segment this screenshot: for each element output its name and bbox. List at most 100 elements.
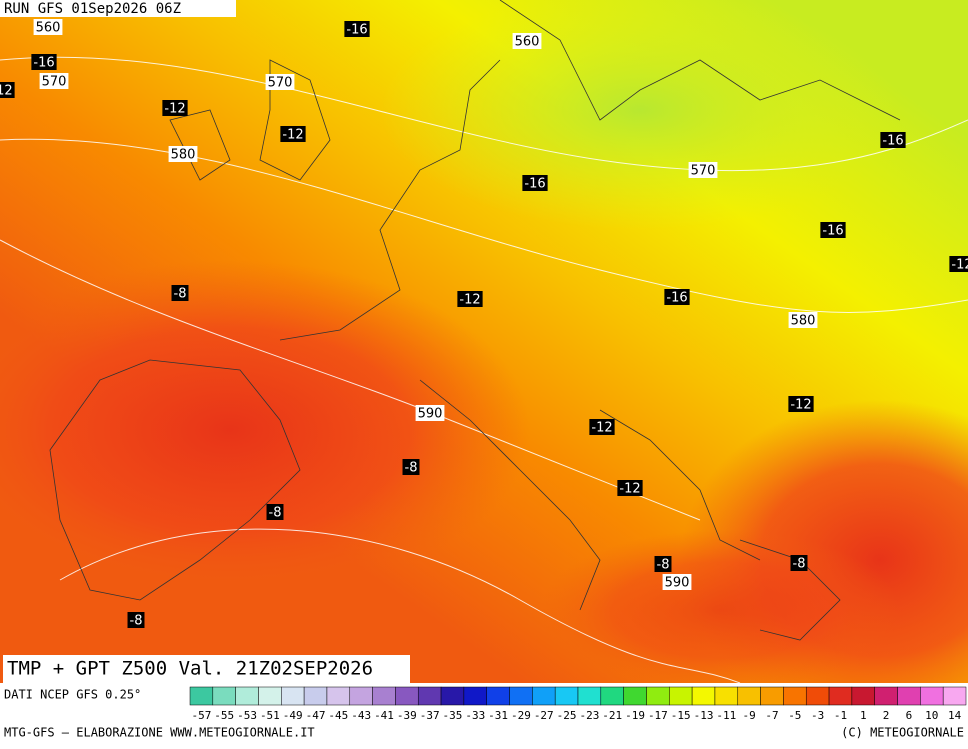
contour-label: -12 [459, 293, 480, 308]
colorbar-label: 6 [906, 709, 913, 722]
contour-label: 580 [791, 314, 816, 329]
contour-label: -8 [174, 287, 187, 302]
contour-label: -12 [591, 421, 612, 436]
contour-label-box [162, 100, 188, 116]
colorbar-swatch [509, 686, 533, 706]
colorbar-label: -11 [716, 709, 736, 722]
contour-label-box [664, 289, 690, 305]
contour-label-box [949, 256, 968, 272]
colorbar-swatch [189, 686, 214, 706]
contour-label: -16 [346, 23, 367, 38]
contour-label-box [39, 73, 69, 89]
colorbar-swatch [372, 686, 396, 706]
contour-label-box [31, 54, 57, 70]
colorbar-label: -53 [237, 709, 257, 722]
contour-label: -8 [793, 557, 806, 572]
contour-label-box [512, 33, 542, 49]
colorbar-label: -5 [788, 709, 801, 722]
colorbar-swatch [851, 686, 875, 706]
colorbar-swatch [463, 686, 487, 706]
contour-label-box [688, 162, 718, 178]
colorbar-swatch [714, 686, 739, 706]
colorbar-label: 10 [925, 709, 938, 722]
colorbar-label: -23 [579, 709, 599, 722]
colorbar-swatch [349, 686, 373, 706]
colorbar-label: -27 [534, 709, 554, 722]
colorbar-label: -39 [397, 709, 417, 722]
colorbar-swatch [235, 686, 259, 706]
contour-label-box [266, 504, 284, 520]
colorbar-swatch [303, 686, 328, 706]
colorbar-label: -13 [694, 709, 714, 722]
contour-label: -8 [657, 558, 670, 573]
contour-label-box [617, 480, 643, 496]
contour-label: -12 [619, 482, 640, 497]
contour-label: -12 [951, 258, 968, 273]
contour-label: 570 [691, 164, 716, 179]
contour-label-box [0, 82, 15, 98]
contour-label-box [788, 396, 814, 412]
colorbar-swatch [760, 686, 784, 706]
contour-label: -16 [524, 177, 545, 192]
colorbar-swatch [258, 686, 282, 706]
contour-label-box [402, 459, 420, 475]
contour-label-box [265, 74, 295, 90]
contour-label: -16 [666, 291, 687, 306]
colorbar-swatch [395, 686, 419, 706]
contour-label: -12 [0, 84, 13, 99]
colorbar-label: -55 [214, 709, 234, 722]
colorbar-label: -19 [625, 709, 645, 722]
contour-label: 570 [268, 76, 293, 91]
contour-label-box [280, 126, 306, 142]
footer-left: MTG-GFS – ELABORAZIONE WWW.METEOGIORNALE… [4, 726, 315, 740]
contour-label-box [654, 556, 672, 572]
contour-label-box [171, 285, 189, 301]
run-box [0, 0, 236, 17]
colorbar-label: -25 [557, 709, 577, 722]
colorbar-swatch [600, 686, 624, 706]
colorbar-swatch [805, 686, 830, 706]
colorbar-source: DATI NCEP GFS 0.25° [4, 688, 141, 702]
colorbar-swatch [942, 686, 967, 706]
contour-label: -12 [790, 398, 811, 413]
contour-label-box [880, 132, 906, 148]
colorbar-label: -3 [811, 709, 824, 722]
colorbar-swatch [281, 686, 305, 706]
colorbar-swatch [669, 686, 693, 706]
colorbar-swatch [874, 686, 898, 706]
contour-label: -16 [882, 134, 903, 149]
colorbar-swatch [212, 686, 236, 706]
colorbar-label: -15 [671, 709, 691, 722]
colorbar-swatch [920, 686, 944, 706]
colorbar-swatch [737, 686, 761, 706]
run-label: RUN GFS 01Sep2026 06Z [4, 1, 181, 17]
contour-label-box [168, 146, 198, 162]
colorbar-swatch [486, 686, 510, 706]
colorbar-label: -17 [648, 709, 668, 722]
colorbar-swatch [326, 686, 351, 706]
contour-label-box [589, 419, 615, 435]
contour-label: -8 [405, 461, 418, 476]
colorbar-label: -45 [328, 709, 348, 722]
footer-right: (C) METEOGIORNALE [841, 726, 964, 740]
colorbar-label: -1 [834, 709, 847, 722]
colorbar-label: 14 [948, 709, 962, 722]
contour-label: 560 [36, 21, 61, 36]
colorbar-swatch [646, 686, 670, 706]
contour-label: -12 [282, 128, 303, 143]
colorbar-label: -57 [191, 709, 211, 722]
colorbar-label: -41 [374, 709, 394, 722]
contour-label-box [457, 291, 483, 307]
colorbar-label: -49 [283, 709, 303, 722]
contour-label-box [344, 21, 370, 37]
colorbar-label: -29 [511, 709, 531, 722]
map-title-box [3, 655, 410, 683]
colorbar-label: -47 [306, 709, 326, 722]
contour-label: 560 [515, 35, 540, 50]
contour-label: -8 [130, 614, 143, 629]
colorbar-swatch [897, 686, 921, 706]
colorbar-label: -43 [351, 709, 371, 722]
colorbar-label: -21 [602, 709, 622, 722]
map-title: TMP + GPT Z500 Val. 21Z02SEP2026 [7, 658, 373, 680]
